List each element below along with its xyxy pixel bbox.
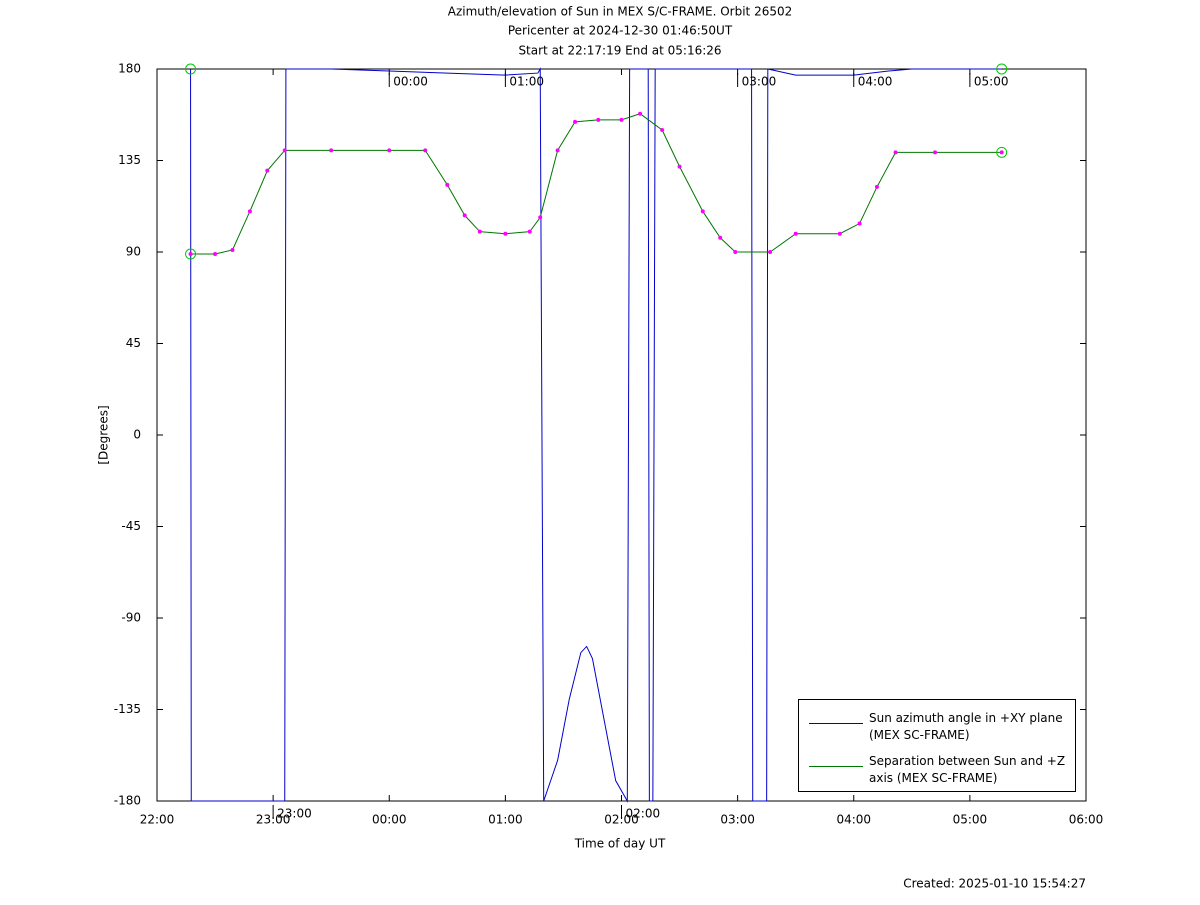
data-point [527, 229, 532, 234]
data-point [596, 117, 601, 122]
y-tick-label: 0 [133, 428, 141, 442]
data-point [999, 150, 1004, 155]
data-point [503, 231, 508, 236]
data-point [213, 252, 218, 257]
y-tick-label: -45 [121, 519, 141, 533]
y-tick-label: -180 [114, 794, 141, 808]
chart-subtitle: Pericenter at 2024-12-30 01:46:50UT [508, 24, 733, 38]
x-tick-label: 02:00 [604, 813, 639, 827]
x-tick-label: 23:00 [256, 813, 291, 827]
annotation: 00:00 [393, 75, 428, 89]
legend-label: Separation between Sun and +Z axis (MEX … [869, 754, 1066, 785]
footer: Created: 2025-01-10 15:54:27 [903, 877, 1086, 891]
data-point [660, 128, 665, 132]
data-point [857, 221, 862, 226]
y-tick-label: -135 [114, 702, 141, 716]
endpoint-marker [185, 248, 197, 260]
annotation: 05:00 [974, 75, 1009, 89]
annotation: 04:00 [858, 75, 893, 89]
data-point [538, 215, 543, 220]
x-tick-label: 00:00 [372, 813, 407, 827]
data-point [874, 184, 879, 189]
data-point [555, 148, 560, 153]
data-point [619, 117, 624, 122]
legend-swatch [809, 723, 863, 724]
y-tick-label: 180 [118, 62, 141, 76]
data-point [677, 164, 682, 169]
x-tick-label: 06:00 [1069, 813, 1104, 827]
data-point [933, 150, 938, 155]
legend-swatch [809, 766, 863, 767]
y-tick-label: 135 [118, 153, 141, 167]
data-point [387, 148, 392, 153]
data-point [837, 231, 842, 236]
x-tick-label: 01:00 [488, 813, 523, 827]
data-point [462, 213, 467, 218]
endpoint-marker [185, 63, 197, 75]
data-point [329, 148, 334, 153]
data-point [700, 209, 705, 214]
endpoint-marker [996, 63, 1008, 75]
data-point [718, 235, 723, 240]
y-tick-label: 45 [126, 336, 141, 350]
legend: Sun azimuth angle in +XY plane (MEX SC-F… [798, 699, 1076, 792]
annotation: 03:00 [742, 75, 777, 89]
x-tick-label: 22:00 [140, 813, 175, 827]
data-point [247, 209, 252, 214]
annotation: 02:00 [626, 807, 661, 821]
data-point [893, 150, 898, 155]
annotation: 01:00 [509, 75, 544, 89]
x-tick-label: 04:00 [836, 813, 871, 827]
data-point [282, 148, 287, 153]
data-point [188, 252, 193, 257]
data-point [768, 250, 773, 254]
data-point [230, 247, 235, 252]
data-point [423, 148, 428, 153]
series-line [190, 113, 1002, 255]
x-tick-label: 05:00 [953, 813, 988, 827]
data-point [265, 168, 270, 173]
legend-label: Sun azimuth angle in +XY plane (MEX SC-F… [869, 711, 1063, 742]
data-point [445, 182, 450, 187]
x-tick-label: 03:00 [720, 813, 755, 827]
x-axis-label: Time of day UT [574, 837, 666, 851]
plot-frame [156, 68, 1087, 802]
data-point [573, 119, 578, 124]
chart-subtitle: Start at 22:17:19 End at 05:16:26 [518, 44, 721, 58]
data-point [733, 250, 738, 254]
y-tick-label: -90 [121, 611, 141, 625]
series-line [190, 67, 1002, 803]
chart-title: Azimuth/elevation of Sun in MEX S/C-FRAM… [448, 5, 793, 19]
data-point [638, 111, 643, 116]
y-axis-label: [Degrees] [97, 405, 111, 464]
data-point [793, 231, 798, 236]
endpoint-marker [996, 146, 1008, 158]
annotation: 23:00 [277, 807, 312, 821]
data-point [477, 229, 482, 234]
y-tick-label: 90 [126, 245, 141, 259]
